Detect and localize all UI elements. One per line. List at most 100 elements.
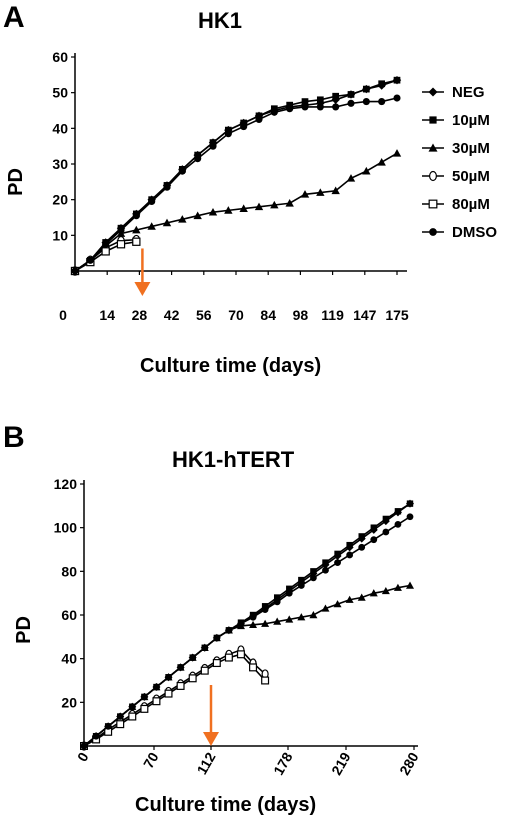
- x-tick-label: 14: [99, 307, 115, 323]
- data-point: [394, 508, 402, 515]
- series-line: [83, 653, 266, 747]
- data-point: [346, 551, 354, 559]
- data-point: [261, 619, 270, 627]
- data-point: [101, 247, 110, 256]
- y-axis-title-a: PD: [5, 168, 27, 196]
- data-point: [148, 197, 156, 206]
- data-point: [71, 267, 79, 275]
- data-point: [346, 174, 356, 182]
- data-point: [331, 186, 340, 195]
- data-point: [406, 513, 414, 521]
- legend-marker: [429, 228, 437, 236]
- data-point: [116, 240, 126, 249]
- series-line: [74, 152, 398, 272]
- series-80m: [79, 650, 270, 750]
- x-tick-label: 0: [59, 307, 67, 323]
- data-point: [362, 85, 370, 93]
- x-tick-label: 98: [293, 307, 309, 323]
- data-point: [316, 103, 324, 111]
- data-point: [240, 122, 248, 131]
- data-point: [140, 693, 148, 701]
- legend-item: NEG: [422, 84, 485, 101]
- data-point: [316, 96, 324, 104]
- data-point: [297, 613, 306, 621]
- legend-label: 10µM: [452, 112, 490, 129]
- data-point: [116, 720, 125, 729]
- data-point: [270, 200, 279, 209]
- legend-label: NEG: [452, 84, 485, 101]
- data-point: [162, 218, 172, 227]
- data-point: [128, 712, 137, 721]
- data-point: [209, 142, 217, 150]
- data-point: [310, 574, 317, 582]
- data-point: [178, 215, 187, 223]
- data-point: [300, 190, 310, 198]
- data-point: [132, 212, 140, 220]
- data-point: [332, 103, 340, 111]
- data-point: [153, 683, 160, 691]
- data-point: [213, 634, 221, 642]
- data-point: [297, 582, 305, 589]
- data-point: [393, 76, 401, 84]
- data-point: [285, 199, 294, 207]
- arrow-head: [203, 732, 219, 746]
- y-tick-label: 20: [61, 694, 77, 710]
- panel-letter-a: A: [3, 1, 25, 34]
- data-point: [270, 108, 278, 116]
- data-point: [86, 256, 94, 264]
- data-point: [357, 593, 366, 601]
- data-point: [92, 732, 100, 740]
- series-line: [74, 79, 398, 272]
- data-point: [322, 559, 329, 566]
- data-point: [102, 240, 110, 248]
- series-dmso: [80, 513, 414, 750]
- legend-marker: [428, 87, 438, 97]
- data-point: [286, 585, 293, 592]
- data-point: [224, 653, 233, 662]
- data-point: [178, 167, 186, 175]
- data-point: [132, 225, 141, 234]
- data-point: [224, 206, 233, 214]
- data-point: [378, 98, 386, 106]
- data-point: [194, 155, 202, 163]
- data-point: [332, 92, 340, 100]
- legend-label: 50µM: [452, 168, 490, 185]
- data-point: [201, 644, 209, 652]
- legend-label: 30µM: [452, 140, 490, 157]
- chart-title-a: HK1: [198, 8, 242, 33]
- data-point: [177, 664, 184, 671]
- data-point: [140, 704, 149, 713]
- series-line: [83, 584, 411, 747]
- data-point: [163, 183, 171, 191]
- series-30m: [70, 149, 402, 275]
- data-point: [358, 533, 365, 540]
- data-point: [381, 586, 390, 595]
- x-tick-label: 112: [193, 749, 218, 777]
- y-axis-title-b: PD: [13, 616, 35, 644]
- data-point: [394, 520, 402, 528]
- legend-item: 30µM: [422, 140, 490, 157]
- data-point: [208, 207, 218, 216]
- data-point: [406, 500, 414, 507]
- legend: NEG 10µM 30µM 50µM 80µM DMSO: [422, 84, 497, 241]
- data-point: [369, 589, 378, 597]
- data-point: [117, 226, 125, 234]
- x-axis-title-b: Culture time (days): [135, 794, 316, 816]
- plot-area-a: 10 20 30 40 50 60 0 14 28 42 56 70 84 98 119 147 175: [52, 49, 408, 323]
- x-tick-label: 280: [396, 749, 422, 777]
- data-point: [254, 202, 264, 211]
- data-point: [212, 659, 221, 668]
- data-point: [298, 576, 305, 584]
- x-axis-title-a: Culture time (days): [140, 355, 321, 377]
- data-point: [301, 103, 309, 111]
- data-point: [147, 222, 156, 230]
- x-tick-label: 28: [132, 307, 148, 323]
- legend-marker: [428, 199, 438, 209]
- data-point: [346, 541, 353, 549]
- data-point: [176, 681, 185, 690]
- legend-marker: [429, 116, 437, 124]
- x-tick-label: 175: [385, 307, 409, 323]
- legend-marker: [428, 143, 438, 152]
- y-tick-label: 60: [61, 607, 77, 623]
